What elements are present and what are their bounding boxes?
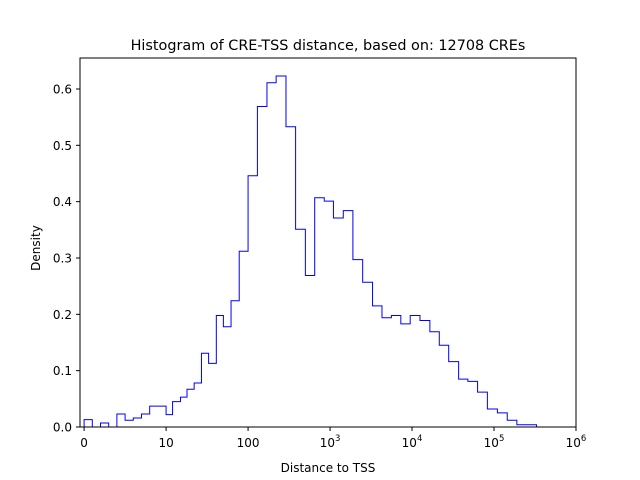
y-tick-label: 0.6 <box>53 82 72 96</box>
histogram-bin <box>141 414 149 427</box>
histogram-bin <box>459 379 468 427</box>
histogram-bin <box>267 83 276 427</box>
histogram-bin <box>248 176 257 427</box>
y-tick-label: 0.5 <box>53 139 72 153</box>
histogram-bin <box>201 353 208 427</box>
x-tick-exponent: 6 <box>581 434 586 444</box>
y-axis-label: Density <box>29 225 43 271</box>
histogram-bin <box>194 383 201 427</box>
histogram-bin <box>363 282 373 427</box>
histogram-bin <box>391 315 400 427</box>
histogram-bin <box>478 392 488 427</box>
axes-frame <box>79 57 577 428</box>
y-tick-label: 0.0 <box>53 421 72 435</box>
histogram-bin <box>209 363 217 427</box>
histogram-bin <box>439 345 448 427</box>
x-tick-exponent: 5 <box>499 434 504 444</box>
chart-title: Histogram of CRE-TSS distance, based on:… <box>131 38 526 54</box>
histogram-bin <box>223 327 231 427</box>
histogram-bin <box>373 306 382 427</box>
x-axis-label: Distance to TSS <box>281 461 376 475</box>
histogram-outline <box>83 75 546 428</box>
histogram-bin <box>305 275 314 427</box>
histogram-bin <box>324 201 333 427</box>
y-tick-label: 0.3 <box>53 251 72 265</box>
histogram-bin <box>468 381 478 427</box>
x-tick-exponent: 4 <box>417 434 422 444</box>
x-tick-exponent: 3 <box>335 434 340 444</box>
histogram-bin <box>507 420 517 427</box>
histogram-bin <box>117 414 125 427</box>
histogram-bin <box>343 211 353 427</box>
histogram-bin <box>101 423 109 427</box>
histogram-bin <box>257 106 267 427</box>
x-tick-label: 0 <box>80 436 88 450</box>
histogram-bin <box>276 76 286 427</box>
histogram-bin <box>166 415 172 427</box>
histogram-bin <box>296 229 306 427</box>
histogram-bin <box>125 420 133 427</box>
histogram-bin <box>187 389 194 427</box>
histogram-bin <box>216 315 223 427</box>
y-tick-label: 0.4 <box>53 195 72 209</box>
histogram-bin <box>315 198 325 427</box>
histogram-bin <box>173 402 181 427</box>
histogram-bin <box>382 318 391 427</box>
histogram-bin <box>239 251 248 427</box>
x-tick-label: 10 <box>158 436 173 450</box>
histogram-bin <box>487 409 497 427</box>
histogram-bin <box>84 420 92 427</box>
histogram-bin <box>286 127 296 427</box>
histogram-bin <box>449 362 459 427</box>
histogram-bin <box>231 301 239 427</box>
histogram-bin <box>353 260 363 427</box>
histogram-bin <box>410 315 420 427</box>
y-tick-label: 0.2 <box>53 308 72 322</box>
histogram-bin <box>181 397 187 427</box>
histogram-bin <box>401 324 410 427</box>
y-tick-label: 0.1 <box>53 364 72 378</box>
histogram-bin <box>497 413 507 427</box>
x-tick-label: 100 <box>237 436 260 450</box>
histogram-bin <box>430 332 439 427</box>
histogram-bin <box>133 418 141 427</box>
histogram-bin <box>150 406 166 427</box>
histogram-bin <box>420 321 430 427</box>
histogram-bin <box>333 218 343 427</box>
